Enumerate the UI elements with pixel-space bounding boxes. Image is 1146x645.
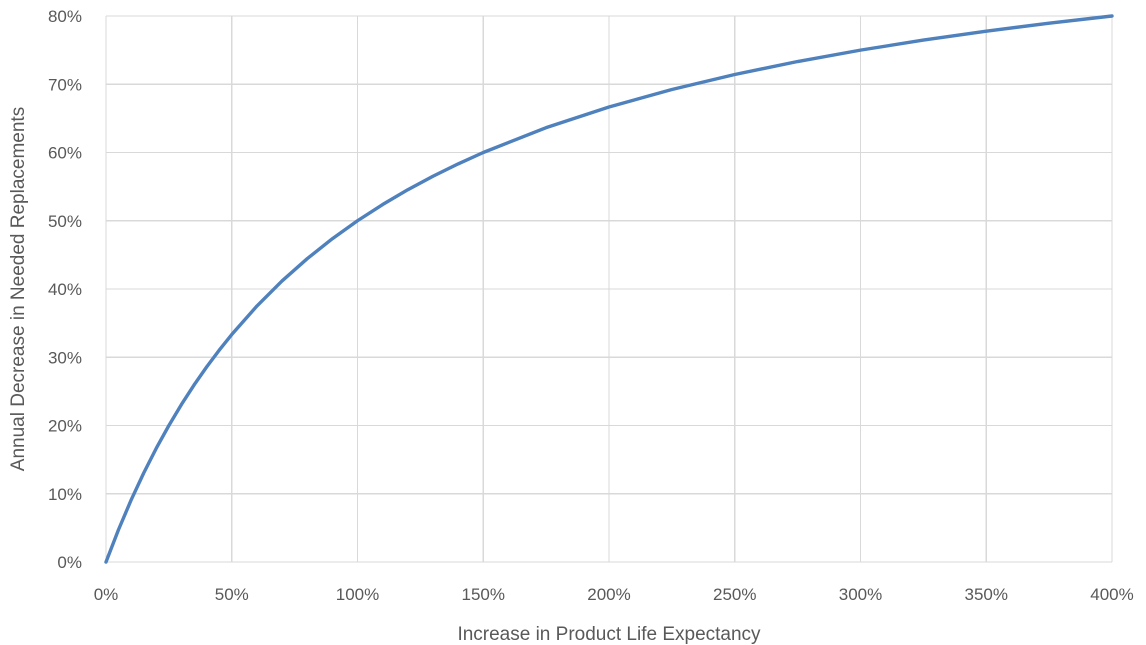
- y-tick-label: 10%: [48, 485, 82, 504]
- x-tick-label: 200%: [587, 585, 630, 604]
- y-tick-label: 70%: [48, 75, 82, 94]
- x-tick-label: 250%: [713, 585, 756, 604]
- series-line: [104, 14, 1114, 564]
- x-tick-label: 50%: [215, 585, 249, 604]
- x-tick-label: 350%: [965, 585, 1008, 604]
- x-tick-label: 150%: [462, 585, 505, 604]
- y-axis-tick-labels: 0% 10% 20% 30% 40% 50% 60% 70% 80%: [48, 7, 82, 572]
- x-tick-label: 400%: [1090, 585, 1133, 604]
- x-tick-label: 0%: [94, 585, 119, 604]
- y-tick-label: 80%: [48, 7, 82, 26]
- y-tick-label: 30%: [48, 348, 82, 367]
- y-tick-label: 50%: [48, 212, 82, 231]
- x-axis-tick-labels: 0% 50% 100% 150% 200% 250% 300% 350% 400%: [94, 585, 1134, 604]
- x-tick-label: 100%: [336, 585, 379, 604]
- y-axis-title: Annual Decrease in Needed Replacements: [8, 107, 29, 471]
- x-axis-title: Increase in Product Life Expectancy: [457, 624, 761, 645]
- x-tick-label: 300%: [839, 585, 882, 604]
- grid-lines: [105, 15, 1113, 563]
- y-tick-label: 40%: [48, 280, 82, 299]
- y-tick-label: 0%: [57, 553, 82, 572]
- series-layer: [104, 14, 1114, 564]
- y-tick-label: 60%: [48, 144, 82, 163]
- y-tick-label: 20%: [48, 417, 82, 436]
